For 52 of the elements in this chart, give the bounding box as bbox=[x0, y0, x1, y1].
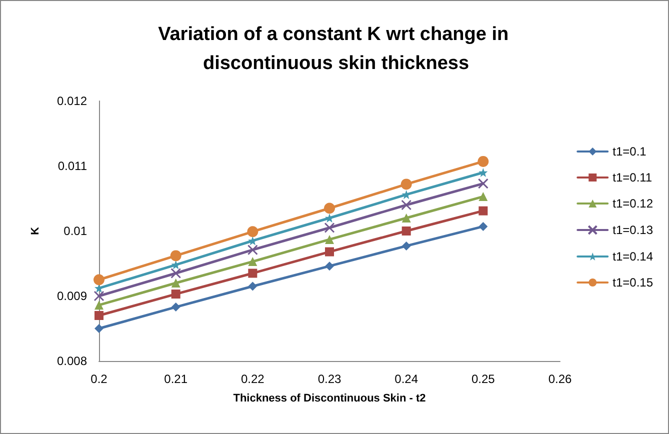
x-tick-label: 0.22 bbox=[240, 372, 265, 386]
y-axis-title: K bbox=[30, 226, 42, 235]
point bbox=[248, 257, 258, 266]
point bbox=[325, 234, 334, 244]
point bbox=[94, 290, 104, 302]
legend-label: t1=0.12 bbox=[612, 196, 654, 210]
point bbox=[400, 178, 412, 190]
legend-label: t1=0.13 bbox=[612, 223, 654, 237]
point bbox=[171, 302, 180, 312]
point bbox=[324, 222, 335, 233]
y-tick-label: 0.008 bbox=[56, 354, 88, 368]
x-tick-label: 0.21 bbox=[164, 372, 188, 386]
point bbox=[478, 156, 489, 167]
x-tick-label: 0.26 bbox=[548, 372, 572, 386]
point bbox=[478, 222, 488, 231]
point bbox=[478, 178, 488, 189]
point bbox=[402, 214, 411, 222]
point bbox=[170, 250, 182, 262]
x-tick-label: 0.2 bbox=[90, 372, 108, 386]
point bbox=[325, 247, 334, 256]
point bbox=[94, 274, 104, 286]
y-tick-label: 0.009 bbox=[56, 289, 88, 303]
legend-label: t1=0.14 bbox=[612, 250, 654, 264]
x-tick-label: 0.24 bbox=[394, 372, 418, 386]
x-tick-label: 0.25 bbox=[471, 372, 496, 386]
point bbox=[247, 226, 258, 238]
point bbox=[478, 206, 488, 216]
point bbox=[478, 168, 488, 177]
point bbox=[402, 226, 411, 236]
point bbox=[171, 290, 180, 299]
point bbox=[401, 200, 412, 210]
point bbox=[94, 311, 104, 320]
legend-label: t1=0.1 bbox=[612, 144, 647, 158]
chart-title: Variation of a constant K wrt change in discontinuous skin thickness bbox=[158, 24, 514, 74]
point bbox=[248, 282, 258, 291]
point bbox=[402, 241, 411, 250]
point bbox=[478, 192, 488, 202]
point bbox=[94, 324, 104, 333]
y-tick-label: 0.01 bbox=[64, 224, 88, 238]
point bbox=[171, 278, 180, 288]
legend-label: t1=0.15 bbox=[612, 276, 654, 290]
y-tick-label: 0.012 bbox=[56, 94, 88, 108]
y-tick-label: 0.011 bbox=[58, 159, 88, 173]
point bbox=[325, 262, 334, 271]
point bbox=[170, 268, 182, 278]
legend-label: t1=0.11 bbox=[612, 170, 652, 184]
x-axis-title: Thickness of Discontinuous Skin - t2 bbox=[233, 392, 426, 404]
point bbox=[324, 202, 335, 214]
point bbox=[247, 244, 258, 256]
point bbox=[248, 268, 258, 278]
x-tick-label: 0.23 bbox=[318, 372, 342, 386]
point bbox=[94, 300, 104, 310]
